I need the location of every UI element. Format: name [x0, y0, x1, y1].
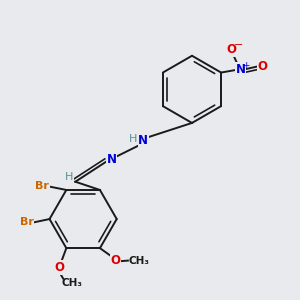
- Text: N: N: [236, 63, 246, 76]
- Text: H: H: [129, 134, 137, 144]
- Text: O: O: [227, 43, 237, 56]
- Text: Br: Br: [20, 218, 33, 227]
- Text: CH₃: CH₃: [61, 278, 82, 288]
- Text: +: +: [242, 61, 250, 70]
- Text: N: N: [138, 134, 148, 147]
- Text: CH₃: CH₃: [129, 256, 150, 266]
- Text: Br: Br: [35, 181, 49, 191]
- Text: O: O: [111, 254, 121, 267]
- Text: N: N: [106, 154, 116, 166]
- Text: O: O: [257, 60, 267, 73]
- Text: O: O: [55, 261, 64, 274]
- Text: H: H: [65, 172, 73, 182]
- Text: −: −: [234, 40, 243, 50]
